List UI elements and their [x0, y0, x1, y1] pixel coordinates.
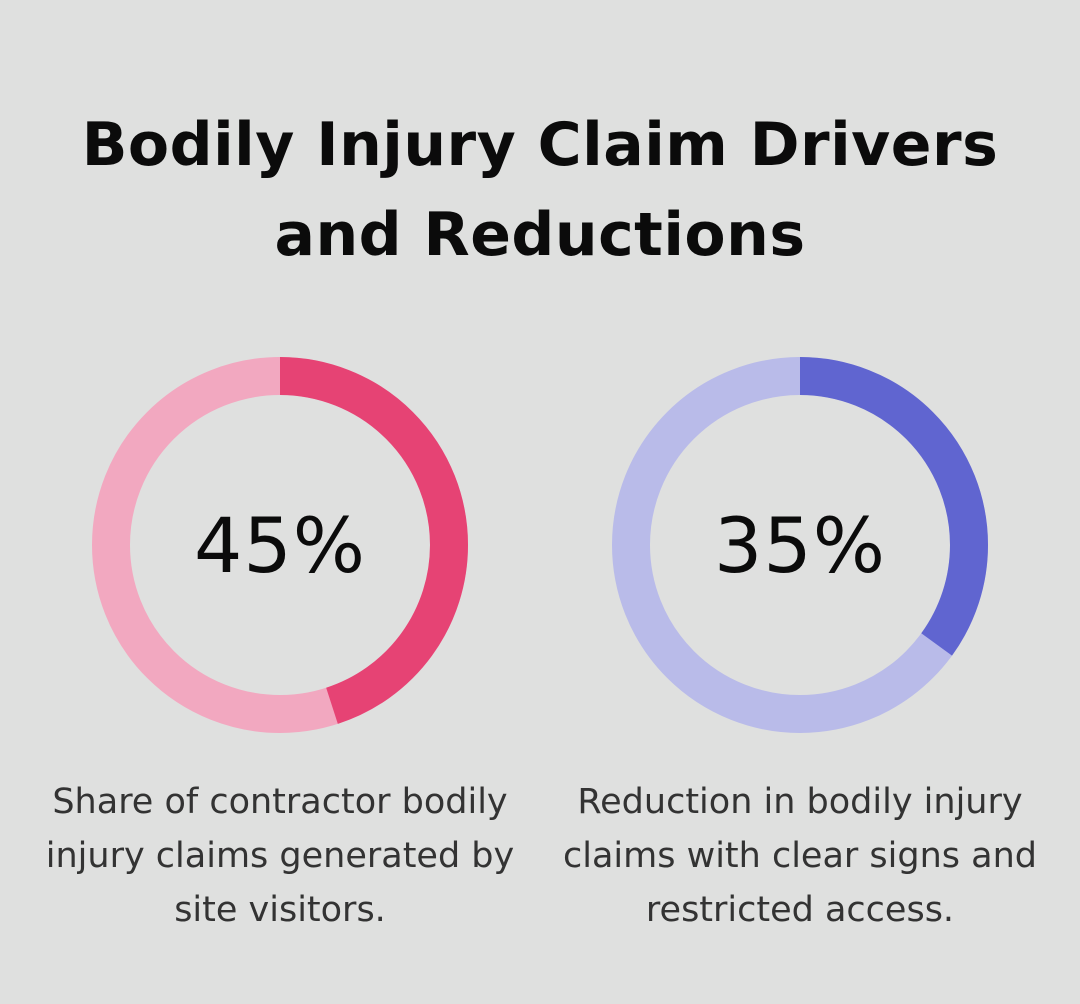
donut-svg: [612, 357, 988, 733]
donut-wrap: 35%: [610, 355, 990, 735]
donut-filled-arc: [612, 357, 988, 733]
donut-svg: [92, 357, 468, 733]
donut-caption: Reduction in bodily injury claims with c…: [562, 782, 1037, 930]
donut-chart-visitor-claims: 45% Share of contractor bodily injury cl…: [20, 355, 540, 937]
donut-chart-claim-reduction: 35% Reduction in bodily injury claims wi…: [540, 355, 1060, 937]
donut-wrap: 45%: [90, 355, 470, 735]
donut-value-label: 35%: [714, 500, 886, 590]
donut-caption: Share of contractor bodily injury claims…: [45, 782, 515, 930]
chart-title: Bodily Injury Claim Drivers and Reductio…: [81, 110, 999, 270]
donut-filled-arc: [92, 357, 468, 733]
donut-value-label: 45%: [194, 500, 366, 590]
